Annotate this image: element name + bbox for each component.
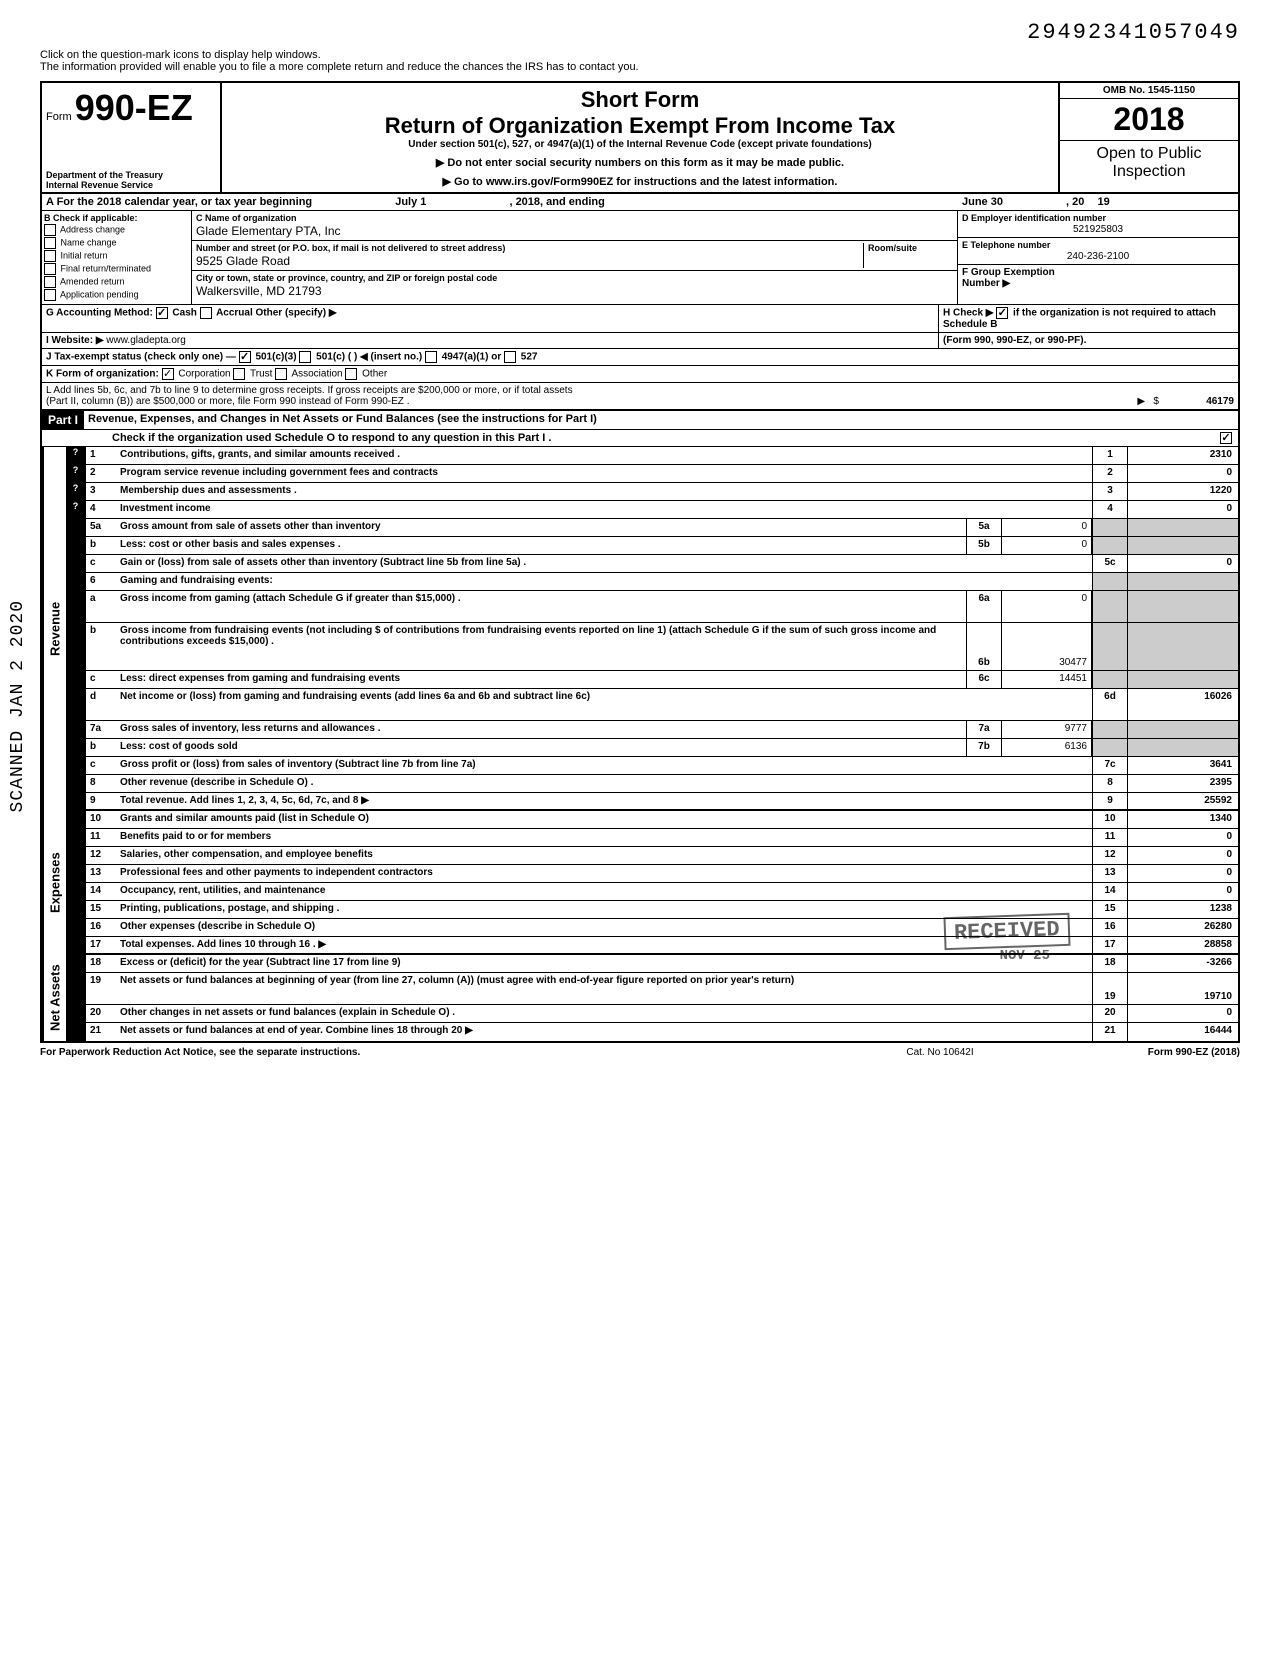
revenue-section: Revenue ?1Contributions, gifts, grants, …: [42, 447, 1238, 811]
org-name-label: C Name of organization: [196, 213, 297, 223]
phone-value: 240-236-2100: [962, 251, 1234, 262]
paperwork-notice: For Paperwork Reduction Act Notice, see …: [40, 1047, 840, 1058]
room-label: Room/suite: [868, 243, 917, 253]
open-public-label: Open to Public Inspection: [1060, 140, 1238, 185]
section-b-checkboxes: B Check if applicable: Address change Na…: [42, 211, 192, 304]
form-title: Return of Organization Exempt From Incom…: [230, 113, 1050, 139]
street-label: Number and street (or P.O. box, if mail …: [196, 243, 505, 253]
net-assets-label: Net Assets: [42, 955, 66, 1041]
street-value: 9525 Glade Road: [196, 254, 290, 268]
under-section-text: Under section 501(c), 527, or 4947(a)(1)…: [230, 139, 1050, 150]
final-return-checkbox[interactable]: [44, 263, 56, 275]
website-value: www.gladepta.org: [106, 335, 186, 346]
received-date-stamp: NOV 25: [1000, 948, 1050, 964]
group-exemption-number-label: Number ▶: [962, 278, 1010, 289]
501c3-checkbox[interactable]: [239, 351, 251, 363]
dept-treasury: Department of the Treasury: [46, 170, 163, 180]
ein-value: 521925803: [962, 224, 1234, 235]
scanned-stamp: SCANNED JAN 2 2020: [8, 600, 28, 812]
form-container: Form 990-EZ Department of the Treasury I…: [40, 81, 1240, 1043]
ein-label: D Employer identification number: [962, 213, 1106, 223]
part-1-header: Part I Revenue, Expenses, and Changes in…: [42, 411, 1238, 430]
application-pending-checkbox[interactable]: [44, 289, 56, 301]
form-of-org-row: K Form of organization: Corporation Trus…: [42, 366, 1238, 383]
short-form-label: Short Form: [230, 87, 1050, 113]
address-change-checkbox[interactable]: [44, 224, 56, 236]
schedule-o-check-row: Check if the organization used Schedule …: [42, 430, 1238, 447]
tax-exempt-status-row: J Tax-exempt status (check only one) — 5…: [42, 349, 1238, 366]
tax-year-row: A For the 2018 calendar year, or tax yea…: [42, 194, 1238, 211]
4947-checkbox[interactable]: [425, 351, 437, 363]
form-header: Form 990-EZ Department of the Treasury I…: [42, 83, 1238, 194]
goto-url: ▶ Go to www.irs.gov/Form990EZ for instru…: [230, 175, 1050, 188]
no-ssn-warning: ▶ Do not enter social security numbers o…: [230, 156, 1050, 169]
527-checkbox[interactable]: [504, 351, 516, 363]
page-footer: For Paperwork Reduction Act Notice, see …: [40, 1043, 1240, 1058]
tax-year: 2018: [1060, 99, 1238, 140]
group-exemption-label: F Group Exemption: [962, 267, 1055, 278]
org-name: Glade Elementary PTA, Inc: [196, 224, 341, 238]
form-version: Form 990-EZ (2018): [1040, 1047, 1240, 1058]
501c-checkbox[interactable]: [299, 351, 311, 363]
revenue-label: Revenue: [42, 447, 66, 811]
part-1-title: Revenue, Expenses, and Changes in Net As…: [84, 411, 1238, 429]
part-1-label: Part I: [42, 411, 84, 429]
phone-label: E Telephone number: [962, 240, 1050, 250]
help-text: Click on the question-mark icons to disp…: [40, 49, 1240, 73]
name-change-checkbox[interactable]: [44, 237, 56, 249]
net-assets-section: Net Assets 18Excess or (deficit) for the…: [42, 955, 1238, 1041]
expenses-label: Expenses: [42, 811, 66, 955]
gross-receipts-row: L Add lines 5b, 6c, and 7b to line 9 to …: [42, 383, 1238, 411]
form-number: 990-EZ: [75, 87, 193, 128]
form-prefix: Form: [46, 111, 72, 123]
schedule-o-checkbox[interactable]: [1220, 432, 1232, 444]
omb-number: OMB No. 1545-1150: [1060, 83, 1238, 99]
schedule-b-checkbox[interactable]: [996, 307, 1008, 319]
dept-irs: Internal Revenue Service: [46, 180, 163, 190]
identification-section: B Check if applicable: Address change Na…: [42, 211, 1238, 305]
initial-return-checkbox[interactable]: [44, 250, 56, 262]
city-label: City or town, state or province, country…: [196, 273, 497, 283]
city-value: Walkersville, MD 21793: [196, 284, 322, 298]
received-stamp: RECEIVED: [944, 913, 1071, 950]
association-checkbox[interactable]: [275, 368, 287, 380]
other-org-checkbox[interactable]: [345, 368, 357, 380]
catalog-number: Cat. No 10642I: [840, 1047, 1040, 1058]
accrual-checkbox[interactable]: [200, 307, 212, 319]
website-row: I Website: ▶ www.gladepta.org (Form 990,…: [42, 333, 1238, 349]
corporation-checkbox[interactable]: [162, 368, 174, 380]
amended-return-checkbox[interactable]: [44, 276, 56, 288]
document-id-number: 29492341057049: [40, 20, 1240, 45]
trust-checkbox[interactable]: [233, 368, 245, 380]
cash-checkbox[interactable]: [156, 307, 168, 319]
accounting-method-row: G Accounting Method: Cash Accrual Other …: [42, 305, 1238, 333]
